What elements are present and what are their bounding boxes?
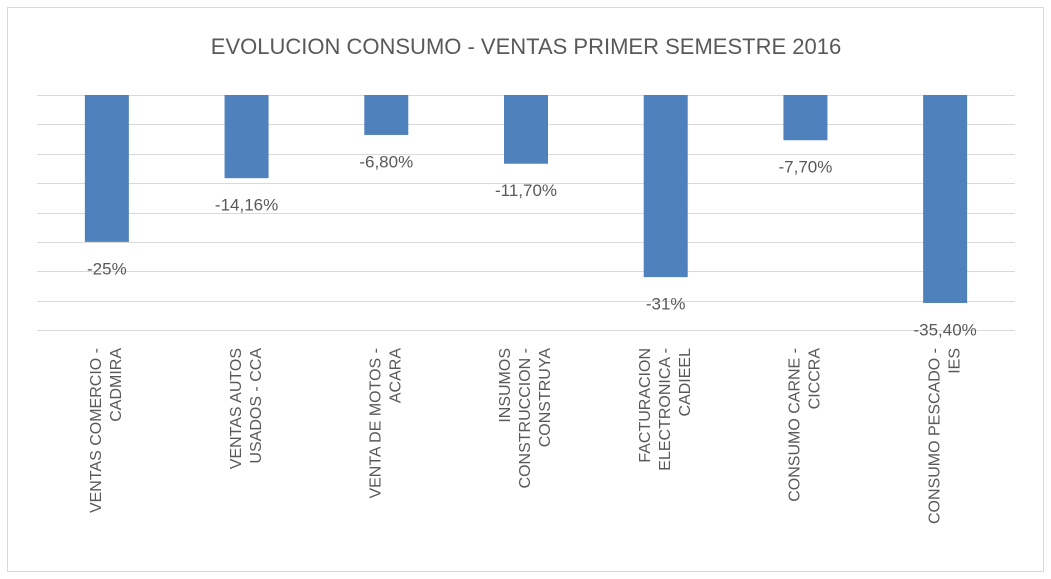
x-tick-label: ACARA bbox=[388, 348, 405, 403]
x-tick-label: VENTAS AUTOS bbox=[228, 348, 245, 469]
x-tick-label: USADOS - CCA bbox=[248, 348, 265, 464]
x-tick-label: VENTAS COMERCIO - bbox=[88, 348, 105, 513]
bar bbox=[504, 95, 548, 164]
x-tick-label-group: INSUMOS CONSTRUCCION - CONSTRUYA bbox=[497, 348, 554, 489]
bar bbox=[364, 95, 409, 135]
x-tick-label-group: CONSUMO CARNE - CICCRA bbox=[787, 348, 824, 502]
data-label: -14,16% bbox=[215, 196, 278, 215]
data-label: -7,70% bbox=[778, 158, 832, 177]
x-tick-label: ELECTRONICA - bbox=[657, 348, 674, 471]
x-tick-label: CONSUMO PESCADO - bbox=[926, 348, 943, 524]
bar bbox=[643, 95, 688, 278]
data-label: -6,80% bbox=[359, 152, 413, 171]
chart-title: EVOLUCION CONSUMO - VENTAS PRIMER SEMEST… bbox=[211, 34, 841, 59]
bar bbox=[783, 95, 828, 141]
x-tick-label-group: CONSUMO PESCADO - IES bbox=[926, 348, 963, 524]
bar bbox=[923, 95, 968, 303]
x-tick-label: CONSUMO CARNE - bbox=[787, 348, 804, 502]
data-label: -35,40% bbox=[913, 320, 976, 339]
x-tick-label: FACTURACION bbox=[637, 348, 654, 463]
bar bbox=[224, 95, 269, 179]
x-tick-label: CONSTRUYA bbox=[537, 348, 554, 448]
x-tick-label-group: VENTAS COMERCIO - CADMIRA bbox=[88, 348, 125, 513]
x-tick-label-group: VENTAS AUTOS USADOS - CCA bbox=[228, 348, 265, 470]
x-tick-label-group: VENTA DE MOTOS - ACARA bbox=[368, 348, 405, 499]
data-label: -31% bbox=[646, 295, 686, 314]
x-tick-label: CONSTRUCCION - bbox=[517, 348, 534, 488]
x-tick-label: VENTA DE MOTOS - bbox=[368, 348, 385, 499]
x-tick-label: INSUMOS bbox=[497, 348, 514, 423]
x-tick-label: CADIEEL bbox=[677, 348, 694, 417]
data-label: -25% bbox=[87, 259, 127, 278]
x-tick-label: CADMIRA bbox=[108, 348, 125, 422]
x-tick-label: CICCRA bbox=[807, 348, 824, 410]
x-tick-label: IES bbox=[946, 348, 963, 374]
bar bbox=[84, 95, 129, 242]
data-label: -11,70% bbox=[495, 181, 557, 200]
x-tick-label-group: FACTURACION ELECTRONICA - CADIEEL bbox=[637, 348, 694, 471]
